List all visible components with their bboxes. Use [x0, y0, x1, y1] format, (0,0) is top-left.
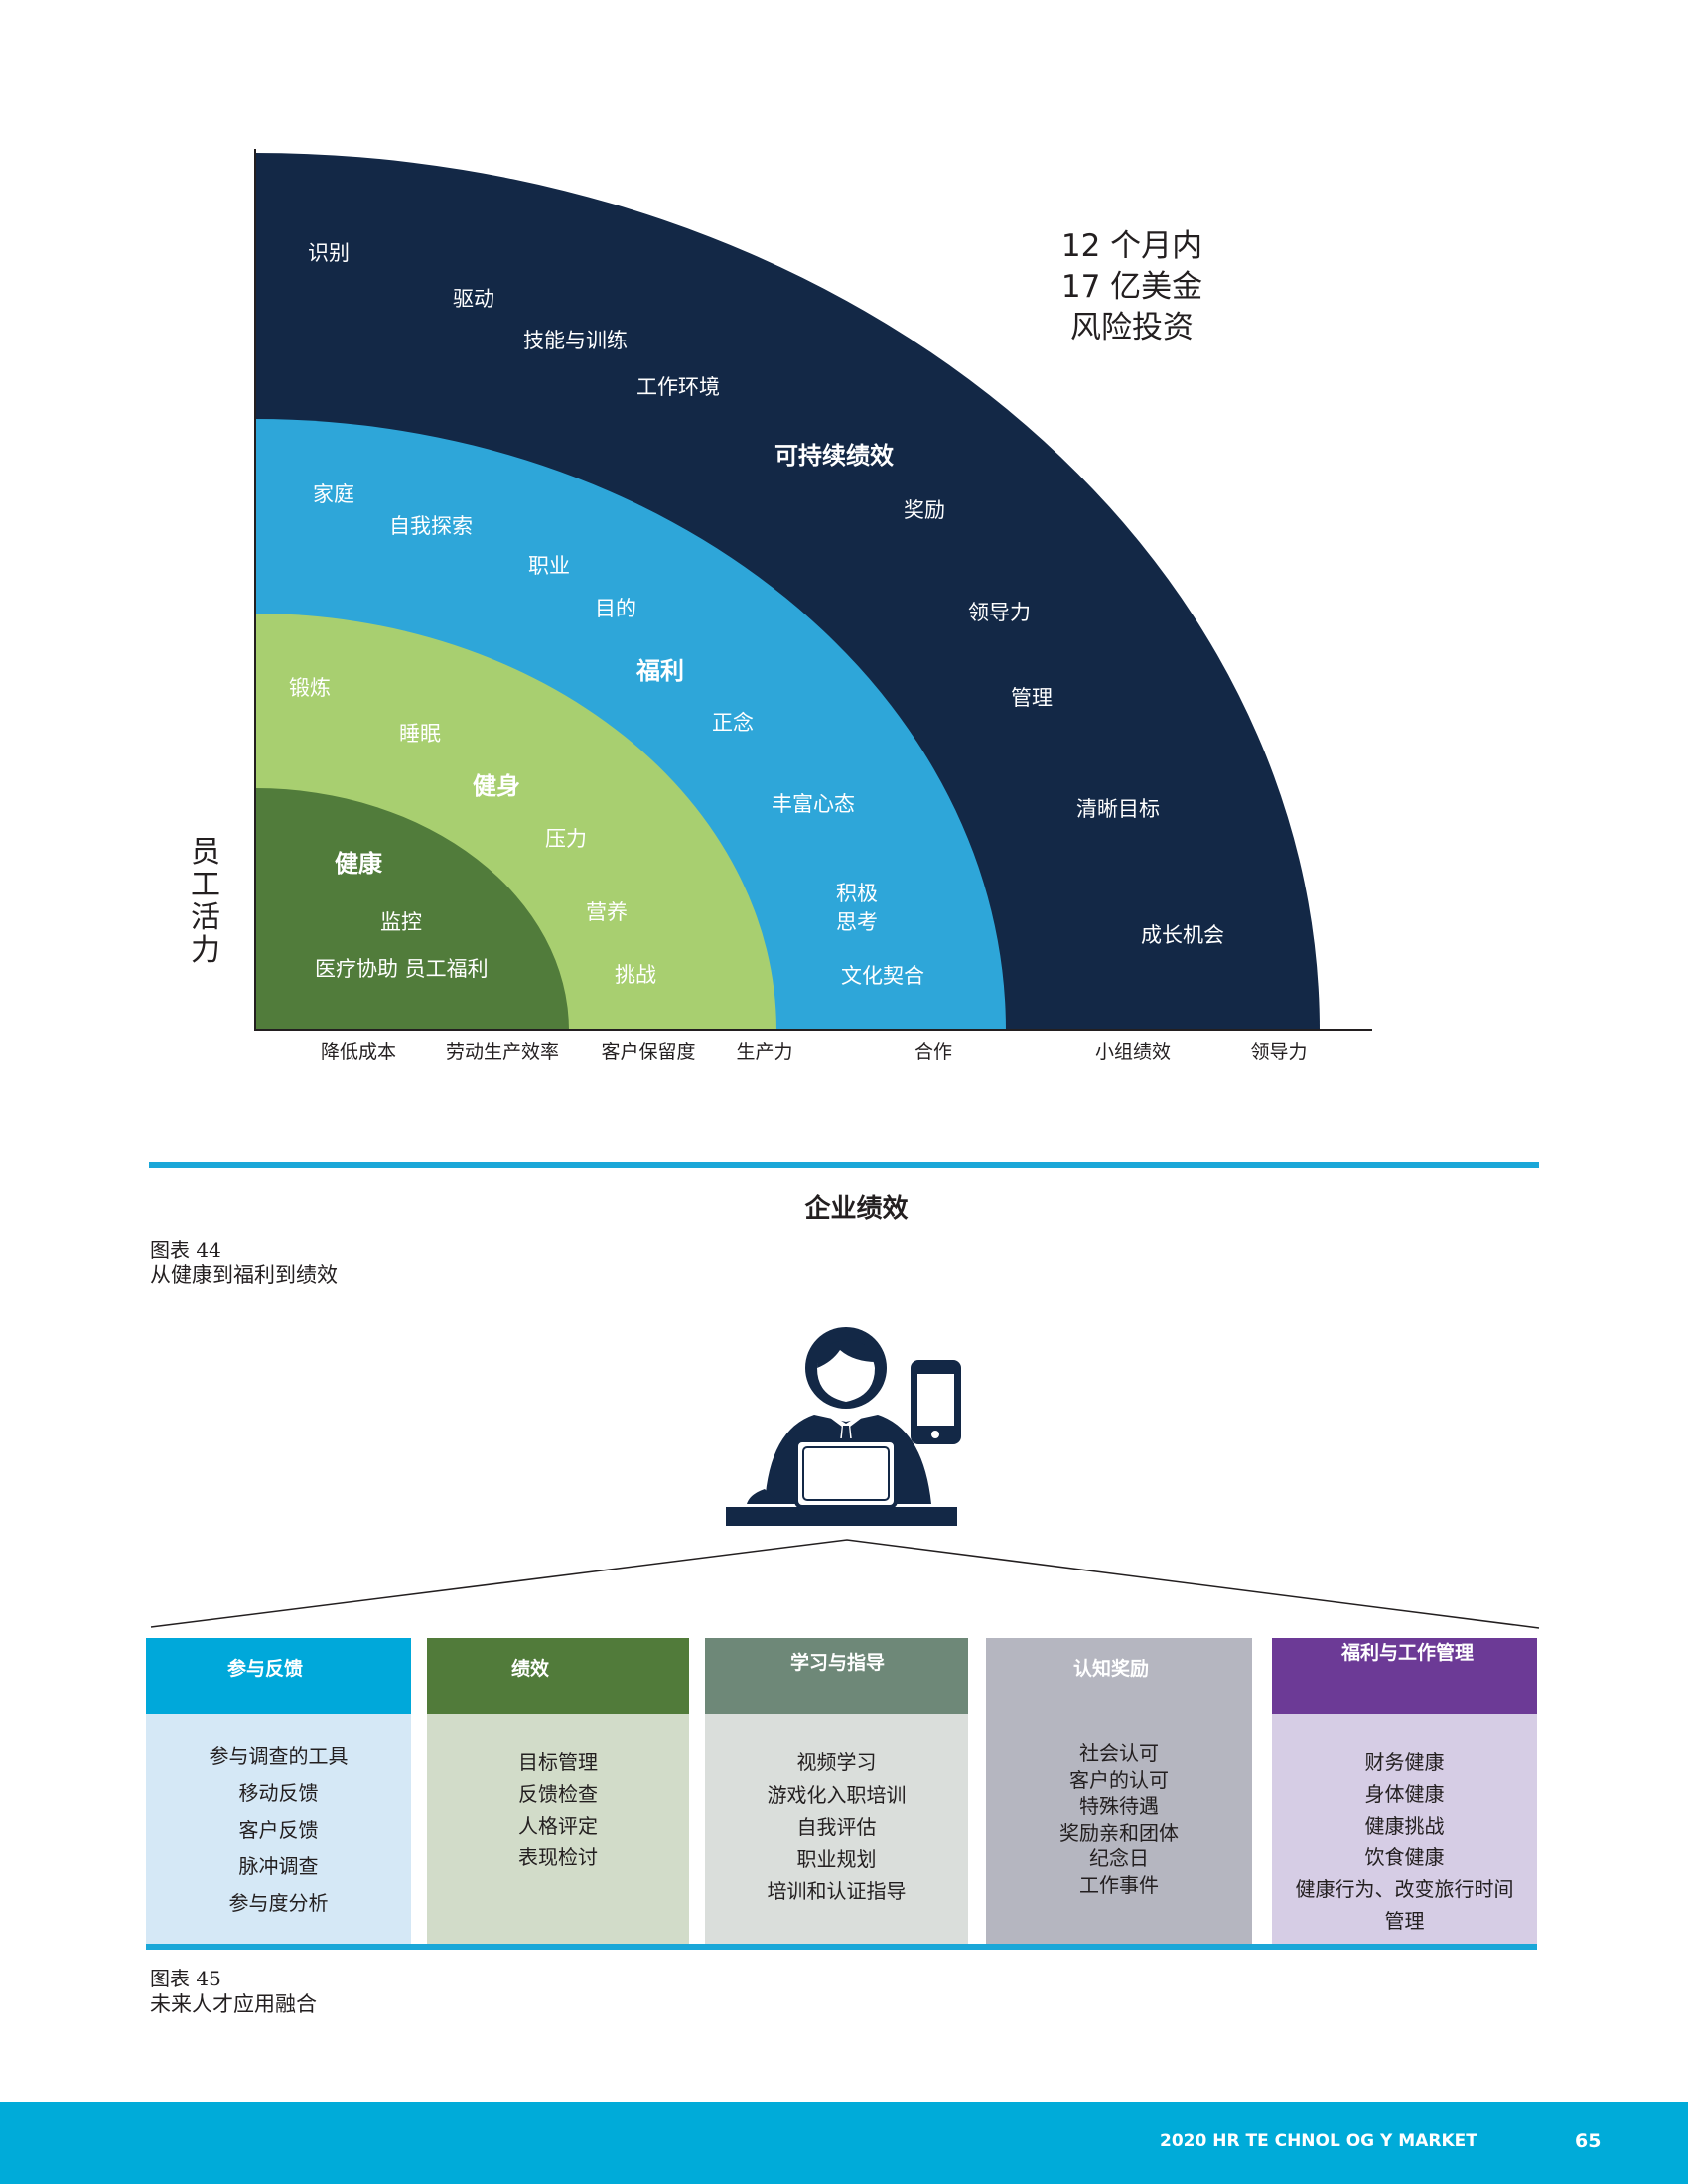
column-body-wellbeing-work-management: 财务健康 身体健康 健康挑战 饮食健康 健康行为、改变旅行时间 管理	[1272, 1714, 1537, 1945]
list-item: 职业规划	[796, 1846, 877, 1871]
band-title-sustainable-performance: 可持续绩效	[774, 442, 894, 470]
figure-caption: 未来人才应用融合	[150, 1992, 317, 2016]
band-item: 工作环境	[636, 375, 720, 399]
list-item: 反馈检查	[518, 1782, 598, 1806]
list-item: 身体健康	[1364, 1782, 1445, 1806]
table-bottom-rule	[146, 1944, 1537, 1950]
band-item: 锻炼	[289, 676, 331, 700]
list-item: 人格评定	[518, 1814, 598, 1838]
column-body-performance: 目标管理 反馈检查 人格评定 表现检讨	[427, 1714, 689, 1945]
x-tick-label: 领导力	[1250, 1041, 1308, 1063]
y-axis-label: 员 工 活 力	[191, 835, 220, 968]
band-item: 医疗协助 员工福利	[315, 957, 489, 981]
figure-number: 图表 45	[150, 1967, 221, 1990]
band-item: 识别	[308, 241, 350, 265]
list-item: 健康行为、改变旅行时间	[1295, 1877, 1514, 1901]
list-item: 参与度分析	[228, 1890, 329, 1915]
list-item: 管理	[1384, 1909, 1425, 1933]
band-item: 自我探索	[389, 514, 473, 538]
column-header-engagement-feedback: 参与反馈	[146, 1638, 411, 1714]
list-item: 自我评估	[796, 1815, 877, 1839]
band-item: 职业	[528, 554, 570, 578]
band-item: 管理	[1011, 686, 1053, 710]
list-item: 饮食健康	[1364, 1845, 1445, 1869]
list-item: 奖励亲和团体	[1059, 1820, 1179, 1844]
band-item: 挑战	[615, 963, 656, 987]
band-item: 睡眠	[399, 722, 441, 746]
footer-title: 2020 HR TE CHNOL OG Y MARKET	[1160, 2131, 1477, 2151]
worker-illustration	[150, 1327, 1540, 1629]
list-item: 游戏化入职培训	[767, 1782, 907, 1807]
list-item: 培训和认证指导	[767, 1879, 907, 1903]
band-item: 正念	[712, 711, 754, 735]
band-title-wellbeing: 福利	[636, 657, 684, 685]
figure-caption: 从健康到福利到绩效	[150, 1263, 338, 1287]
band-item: 驱动	[453, 287, 494, 311]
investment-note: 12 个月内 17 亿美金 风险投资	[1060, 228, 1203, 345]
list-item: 纪念日	[1089, 1846, 1149, 1870]
band-item: 成长机会	[1141, 923, 1224, 947]
list-item: 目标管理	[518, 1750, 598, 1774]
list-item: 工作事件	[1079, 1872, 1159, 1897]
list-item: 健康挑战	[1364, 1814, 1445, 1838]
band-item: 领导力	[968, 601, 1031, 624]
x-tick-label: 小组绩效	[1094, 1041, 1172, 1063]
x-tick-label: 客户保留度	[601, 1041, 696, 1063]
band-item: 压力	[545, 827, 587, 851]
band-item: 技能与训练	[523, 329, 628, 352]
column-header-performance: 绩效	[427, 1638, 689, 1714]
section-divider	[149, 1162, 1539, 1168]
x-axis-title: 企业绩效	[804, 1194, 909, 1224]
desk-icon	[726, 1507, 957, 1526]
band-item: 家庭	[313, 482, 354, 506]
band-item: 奖励	[904, 498, 945, 522]
column-header-wellbeing-work-management: 福利与工作管理	[1272, 1638, 1537, 1714]
band-title-fitness: 健身	[473, 772, 520, 800]
band-item: 思考	[836, 910, 878, 934]
list-item: 客户反馈	[238, 1817, 319, 1842]
list-item: 移动反馈	[238, 1780, 319, 1805]
list-item: 脉冲调查	[238, 1853, 319, 1878]
list-item: 特殊待遇	[1079, 1794, 1159, 1818]
x-tick-label: 生产力	[736, 1041, 793, 1063]
figure-number: 图表 44	[150, 1238, 221, 1262]
band-item: 目的	[595, 597, 636, 620]
column-header-learning-coaching: 学习与指导	[705, 1638, 968, 1714]
list-item: 视频学习	[796, 1750, 877, 1774]
band-item: 丰富心态	[772, 792, 855, 816]
band-item: 监控	[380, 910, 422, 934]
list-item: 客户的认可	[1069, 1767, 1169, 1792]
band-item: 营养	[586, 900, 628, 924]
connector-lines	[150, 1539, 1540, 1629]
band-item: 积极	[836, 882, 878, 905]
quarter-circle-diagram	[254, 149, 1372, 1031]
band-health	[255, 788, 569, 1030]
list-item: 社会认可	[1079, 1741, 1159, 1765]
x-tick-label: 劳动生产效率	[445, 1041, 560, 1063]
list-item: 财务健康	[1364, 1750, 1445, 1774]
page-footer: 2020 HR TE CHNOL OG Y MARKET 65	[0, 2102, 1688, 2184]
column-body-learning-coaching: 视频学习 游戏化入职培训 自我评估 职业规划 培训和认证指导	[705, 1714, 968, 1945]
band-item: 清晰目标	[1076, 797, 1160, 821]
x-tick-label: 合作	[914, 1041, 953, 1063]
column-body-recognition-rewards: 社会认可 客户的认可 特殊待遇 奖励亲和团体 纪念日 工作事件	[986, 1714, 1252, 1945]
band-item: 文化契合	[841, 964, 924, 988]
band-title-health: 健康	[335, 850, 382, 878]
list-item: 参与调查的工具	[209, 1743, 349, 1768]
x-tick-label: 降低成本	[320, 1041, 397, 1063]
list-item: 表现检讨	[518, 1845, 598, 1869]
column-header-recognition-rewards: 认知奖励	[986, 1638, 1252, 1714]
page-number: 65	[1575, 2130, 1602, 2152]
column-body-engagement-feedback: 参与调查的工具 移动反馈 客户反馈 脉冲调查 参与度分析	[146, 1714, 411, 1945]
